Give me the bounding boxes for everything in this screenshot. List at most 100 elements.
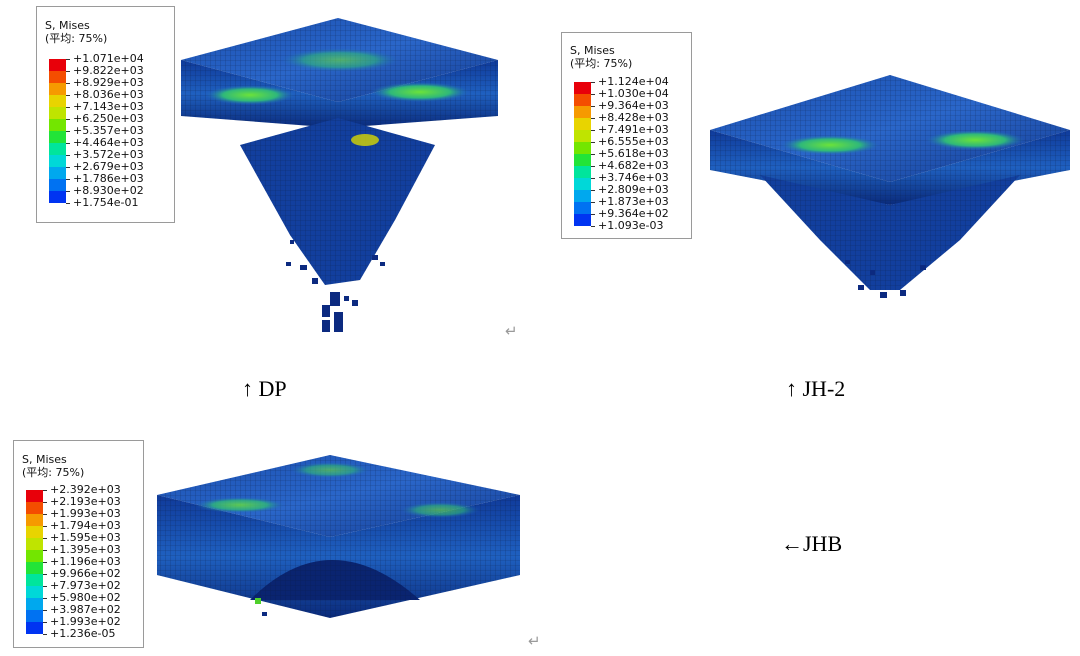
legend-tick [591, 214, 595, 215]
legend-swatch [26, 574, 43, 586]
legend-tick [591, 106, 595, 107]
legend-value: +2.809e+03 [598, 183, 669, 196]
legend-title: S, Mises [45, 19, 90, 32]
legend-value: +1.993e+03 [50, 507, 121, 520]
legend-swatch [49, 119, 66, 131]
legend-tick [66, 203, 70, 204]
legend-swatch [574, 118, 591, 130]
legend-tick [66, 107, 70, 108]
legend-tick [66, 71, 70, 72]
caption-jh2: ↑ JH-2 [786, 376, 846, 401]
legend-tick [591, 202, 595, 203]
legend-value: +1.786e+03 [73, 172, 144, 185]
legend-title: S, Mises [22, 453, 67, 466]
caption-jhb: ←JHB [781, 531, 843, 556]
legend-value: +1.071e+04 [73, 52, 144, 65]
legend-dp: S, Mises (平均: 75%) +1.071e+04 +9.822e+03 +… [36, 6, 175, 223]
legend-swatch [574, 202, 591, 214]
legend-swatch [26, 502, 43, 514]
legend-subtitle: (平均: 75%) [45, 32, 108, 45]
legend-tick [591, 178, 595, 179]
legend-tick [66, 167, 70, 168]
return-mark: ↵ [528, 632, 541, 650]
legend-swatch [26, 598, 43, 610]
legend-tick [591, 154, 595, 155]
legend-tick [43, 574, 47, 575]
legend-tick [43, 610, 47, 611]
legend-value: +8.428e+03 [598, 111, 669, 124]
legend-value: +9.364e+03 [598, 99, 669, 112]
legend-value: +3.746e+03 [598, 171, 669, 184]
legend-tick [43, 514, 47, 515]
legend-swatch [26, 610, 43, 622]
legend-swatch [574, 190, 591, 202]
legend-swatch [49, 191, 66, 203]
legend-swatch [49, 107, 66, 119]
legend-value: +9.822e+03 [73, 64, 144, 77]
dp-debris [286, 240, 385, 332]
legend-value: +7.973e+02 [50, 579, 121, 592]
legend-swatch [26, 526, 43, 538]
legend-tick [591, 190, 595, 191]
legend-jhb: S, Mises (平均: 75%) +2.392e+03 +2.193e+03 +… [13, 440, 144, 648]
return-mark: ↵ [505, 322, 518, 340]
legend-tick [66, 143, 70, 144]
legend-tick [43, 598, 47, 599]
legend-tick [591, 166, 595, 167]
legend-value: +9.966e+02 [50, 567, 121, 580]
legend-swatch [574, 154, 591, 166]
legend-tick [66, 155, 70, 156]
legend-value: +7.143e+03 [73, 100, 144, 113]
legend-tick [66, 59, 70, 60]
legend-tick [43, 538, 47, 539]
legend-value: +8.929e+03 [73, 76, 144, 89]
legend-value: +3.987e+02 [50, 603, 121, 616]
legend-swatch [49, 155, 66, 167]
legend-tick [591, 130, 595, 131]
legend-swatch [574, 94, 591, 106]
legend-swatch [49, 59, 66, 71]
legend-tick [591, 226, 595, 227]
legend-tick [43, 490, 47, 491]
legend-swatch [26, 490, 43, 502]
legend-swatch [49, 143, 66, 155]
legend-swatch [26, 622, 43, 634]
legend-tick [591, 142, 595, 143]
jh2-debris [845, 260, 926, 298]
legend-value: +1.196e+03 [50, 555, 121, 568]
legend-value: +1.754e-01 [73, 196, 139, 209]
legend-value: +1.395e+03 [50, 543, 121, 556]
legend-value: +5.618e+03 [598, 147, 669, 160]
legend-value: +1.993e+02 [50, 615, 121, 628]
legend-value: +2.193e+03 [50, 495, 121, 508]
legend-tick [66, 179, 70, 180]
legend-swatch [49, 83, 66, 95]
legend-tick [66, 95, 70, 96]
legend-subtitle: (平均: 75%) [22, 466, 85, 479]
caption-dp: ↑ DP [242, 376, 287, 401]
legend-value: +5.980e+02 [50, 591, 121, 604]
legend-value: +6.250e+03 [73, 112, 144, 125]
legend-tick [66, 119, 70, 120]
legend-swatch [574, 130, 591, 142]
legend-swatch [49, 95, 66, 107]
legend-jh2: S, Mises (平均: 75%) +1.124e+04 +1.030e+04 +… [561, 32, 692, 239]
legend-tick [591, 118, 595, 119]
legend-value: +4.464e+03 [73, 136, 144, 149]
legend-tick [43, 586, 47, 587]
legend-swatch [574, 166, 591, 178]
legend-swatch [49, 167, 66, 179]
legend-value: +6.555e+03 [598, 135, 669, 148]
legend-value: +2.392e+03 [50, 483, 121, 496]
legend-swatch [26, 562, 43, 574]
legend-value: +2.679e+03 [73, 160, 144, 173]
legend-value: +8.036e+03 [73, 88, 144, 101]
legend-title: S, Mises [570, 44, 615, 57]
legend-value: +8.930e+02 [73, 184, 144, 197]
legend-value: +1.093e-03 [598, 219, 664, 232]
legend-value: +5.357e+03 [73, 124, 144, 137]
legend-swatch [574, 106, 591, 118]
legend-value: +7.491e+03 [598, 123, 669, 136]
